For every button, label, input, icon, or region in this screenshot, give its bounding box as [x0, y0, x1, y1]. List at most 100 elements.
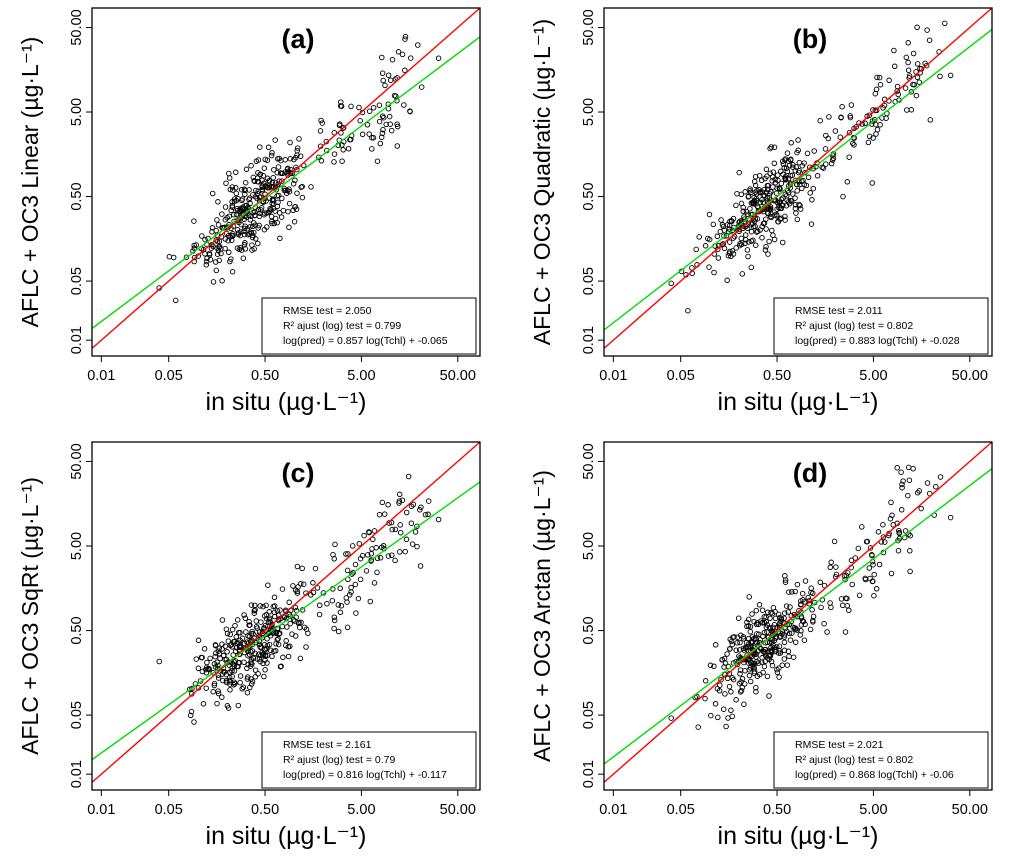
data-point [250, 209, 256, 216]
data-point [776, 665, 782, 671]
data-point [933, 483, 939, 490]
fit-line [604, 28, 992, 331]
data-point [844, 595, 850, 602]
data-point [765, 251, 771, 257]
data-point [291, 156, 297, 163]
data-point [241, 612, 247, 618]
data-point [902, 85, 909, 91]
data-point [226, 170, 232, 177]
data-point [869, 552, 875, 559]
data-point [805, 174, 812, 181]
data-point [905, 40, 911, 46]
data-point [331, 151, 338, 157]
data-point [379, 54, 385, 61]
data-point [763, 166, 770, 173]
data-point [777, 185, 783, 192]
data-point [937, 474, 944, 480]
data-point [757, 637, 764, 643]
data-point [213, 267, 220, 274]
data-point [371, 528, 378, 534]
data-point [383, 121, 389, 128]
data-point [277, 607, 283, 613]
data-point [895, 547, 902, 554]
data-point [752, 242, 759, 248]
data-point [916, 79, 923, 85]
data-point [203, 685, 209, 691]
data-point [242, 179, 249, 186]
data-point [210, 688, 216, 695]
data-point [209, 225, 216, 231]
data-point [234, 227, 241, 233]
data-point [229, 626, 236, 633]
data-point [385, 72, 392, 78]
data-point [737, 671, 743, 677]
data-point [252, 674, 259, 680]
data-point [784, 168, 791, 174]
y-tick-label: 0.50 [69, 616, 85, 644]
data-point [350, 570, 356, 576]
data-point [410, 501, 417, 508]
data-point [290, 617, 297, 623]
identity-line [92, 8, 480, 349]
data-point [254, 656, 261, 662]
data-point [292, 177, 298, 184]
data-point [191, 245, 198, 252]
data-point [747, 205, 753, 212]
data-point [343, 551, 349, 557]
scatter-chart: 0.01 0.05 0.50 5.00 50.00 0.01 0.05 0.50 5.00 50.… [529, 7, 993, 416]
data-point [802, 578, 809, 584]
data-point [219, 211, 225, 217]
stats-line: RMSE test = 2.050 [283, 305, 372, 317]
data-point [726, 239, 733, 245]
data-point [794, 581, 801, 588]
data-point [724, 277, 730, 284]
data-point [227, 687, 233, 693]
data-point [203, 258, 210, 265]
data-point [767, 204, 774, 210]
data-point [903, 54, 910, 61]
data-point [862, 120, 868, 127]
data-point [759, 189, 766, 195]
data-point [715, 246, 721, 253]
data-point [252, 607, 258, 613]
data-point [750, 199, 757, 205]
data-point [774, 185, 780, 192]
data-point [294, 190, 300, 196]
data-point [227, 681, 233, 687]
data-point [801, 637, 808, 643]
data-point [726, 683, 733, 690]
data-point [355, 595, 362, 602]
data-point [752, 223, 758, 230]
data-point [767, 615, 773, 622]
x-tick-label: 0.05 [155, 368, 183, 384]
data-point [245, 633, 251, 639]
data-point [715, 714, 721, 721]
data-point [234, 617, 241, 623]
data-point [357, 117, 363, 124]
data-point [156, 658, 162, 665]
data-point [273, 630, 279, 637]
data-point [263, 602, 269, 609]
data-point [753, 688, 759, 695]
data-point [877, 81, 884, 88]
data-point [770, 169, 777, 175]
data-point [792, 195, 798, 201]
data-point [846, 607, 852, 614]
data-point [170, 254, 177, 261]
data-point [716, 688, 723, 694]
y-tick-label: 50.00 [581, 443, 597, 479]
data-point [265, 144, 272, 151]
data-point [770, 642, 776, 648]
data-point [761, 663, 768, 670]
data-point [706, 211, 713, 218]
data-point [827, 564, 834, 571]
data-point [779, 239, 786, 246]
points-group [156, 33, 442, 304]
data-point [206, 666, 212, 673]
data-point [775, 611, 782, 618]
data-point [332, 541, 338, 548]
data-point [337, 609, 344, 616]
data-point [880, 534, 887, 540]
data-point [750, 237, 756, 243]
data-point [287, 139, 293, 146]
